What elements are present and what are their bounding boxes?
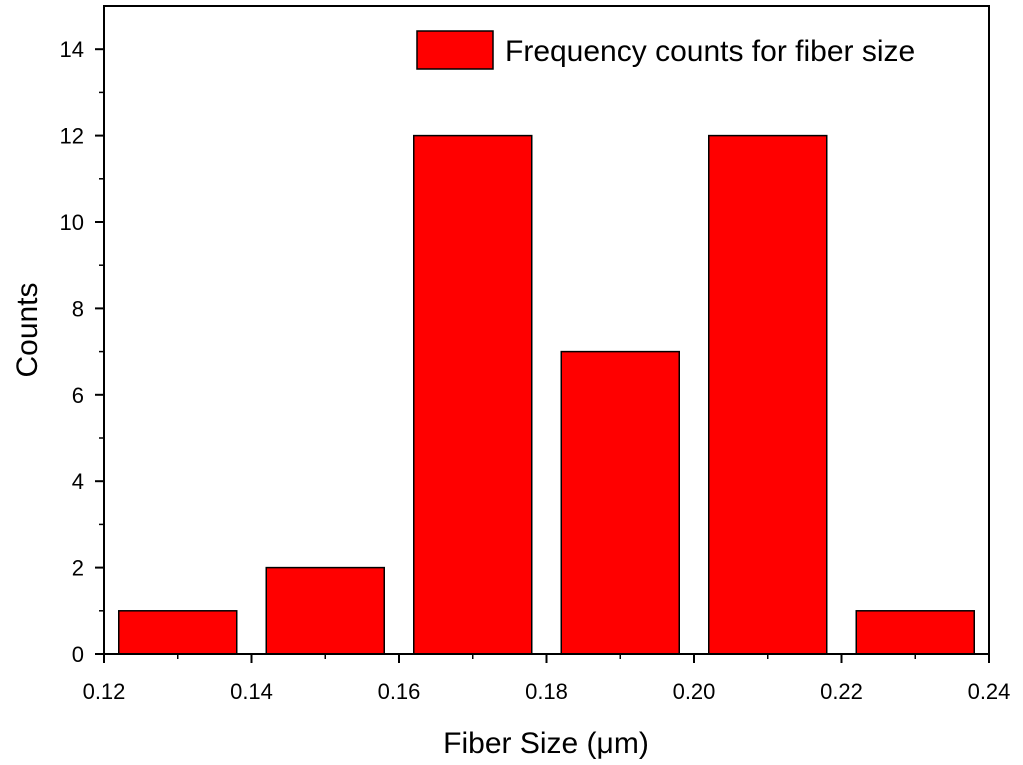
y-tick-label: 10	[60, 210, 84, 235]
y-tick-label: 12	[60, 124, 84, 149]
y-tick-label: 0	[72, 642, 84, 667]
legend-label: Frequency counts for fiber size	[505, 35, 915, 68]
bar-5	[855, 610, 975, 655]
legend: Frequency counts for fiber size	[416, 30, 915, 70]
x-axis-title: Fiber Size (μm)	[443, 727, 649, 760]
bar-3	[560, 350, 680, 655]
x-tick-label: 0.12	[83, 679, 126, 704]
x-tick-label: 0.24	[968, 679, 1011, 704]
y-axis-title: Counts	[11, 282, 44, 377]
x-tick-label: 0.20	[673, 679, 716, 704]
x-tick-label: 0.16	[378, 679, 421, 704]
bar-0	[118, 610, 238, 655]
legend-swatch	[416, 30, 494, 70]
plot-frame	[103, 5, 990, 655]
bars-group	[118, 134, 975, 655]
y-tick-label: 2	[72, 556, 84, 581]
y-tick-label: 14	[60, 37, 84, 62]
bar-4	[708, 134, 828, 655]
y-tick-label: 8	[72, 296, 84, 321]
x-tick-label: 0.22	[820, 679, 863, 704]
bar-1	[265, 566, 385, 655]
y-axis: 0 2 4 6 8 10 12 14	[60, 37, 104, 667]
bar-2	[413, 134, 533, 655]
x-axis: 0.12 0.14 0.16 0.18 0.20 0.22 0.24	[83, 654, 1011, 704]
x-tick-label: 0.14	[230, 679, 273, 704]
y-tick-label: 6	[72, 383, 84, 408]
y-tick-label: 4	[72, 469, 84, 494]
x-tick-label: 0.18	[525, 679, 568, 704]
